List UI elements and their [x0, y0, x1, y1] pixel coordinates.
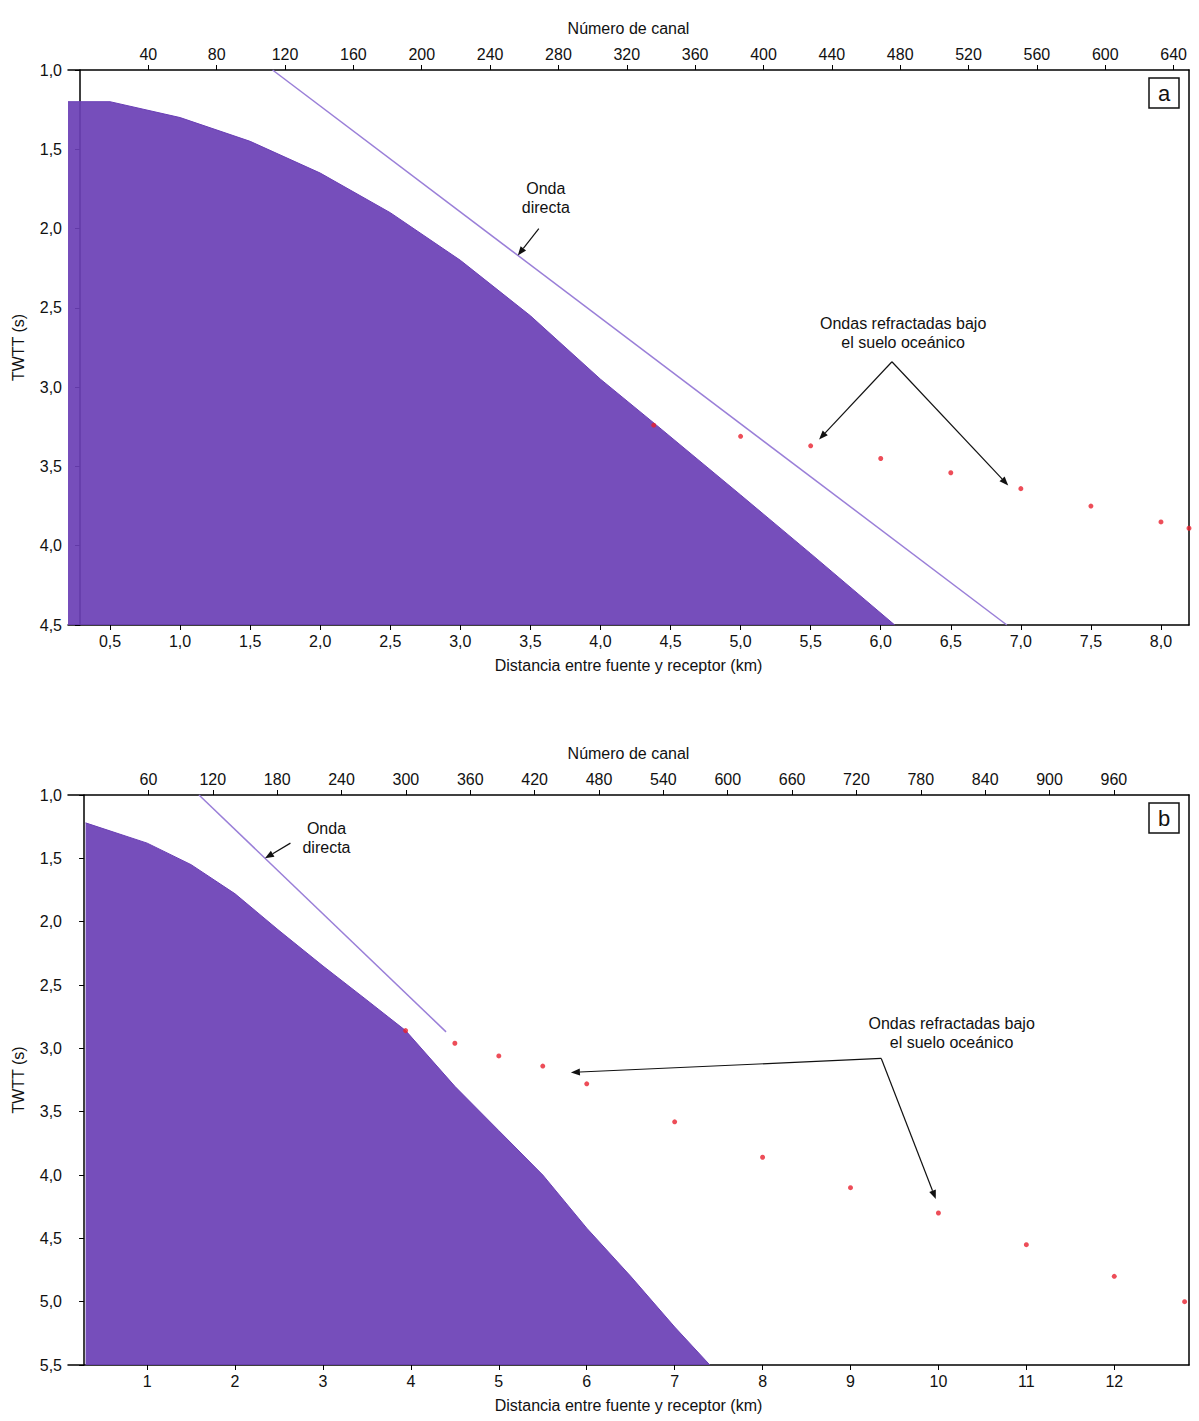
svg-text:4,0: 4,0 — [40, 1167, 62, 1184]
svg-text:540: 540 — [650, 771, 677, 788]
svg-text:5,5: 5,5 — [800, 633, 822, 650]
svg-text:4,5: 4,5 — [40, 617, 62, 634]
svg-text:Onda: Onda — [526, 180, 565, 197]
svg-text:7,5: 7,5 — [1080, 633, 1102, 650]
svg-text:1,5: 1,5 — [40, 141, 62, 158]
svg-text:480: 480 — [586, 771, 613, 788]
svg-text:9: 9 — [846, 1373, 855, 1390]
svg-text:4: 4 — [406, 1373, 415, 1390]
svg-text:7,0: 7,0 — [1010, 633, 1032, 650]
svg-text:2,0: 2,0 — [40, 220, 62, 237]
svg-text:3,5: 3,5 — [519, 633, 541, 650]
svg-text:Número de canal: Número de canal — [568, 745, 690, 762]
svg-text:6: 6 — [582, 1373, 591, 1390]
svg-text:6,0: 6,0 — [870, 633, 892, 650]
svg-text:600: 600 — [1092, 46, 1119, 63]
svg-text:6,5: 6,5 — [940, 633, 962, 650]
svg-text:7: 7 — [670, 1373, 679, 1390]
svg-text:60: 60 — [140, 771, 158, 788]
svg-text:TWTT (s): TWTT (s) — [10, 1046, 27, 1113]
svg-text:Onda: Onda — [307, 820, 346, 837]
svg-text:5,0: 5,0 — [729, 633, 751, 650]
svg-text:2: 2 — [231, 1373, 240, 1390]
svg-text:3,0: 3,0 — [40, 379, 62, 396]
svg-text:Ondas refractadas bajo: Ondas refractadas bajo — [820, 315, 986, 332]
svg-text:3,5: 3,5 — [40, 458, 62, 475]
svg-text:5,5: 5,5 — [40, 1357, 62, 1374]
svg-text:3,5: 3,5 — [40, 1103, 62, 1120]
svg-text:Distancia entre fuente y recep: Distancia entre fuente y receptor (km) — [495, 657, 763, 674]
svg-text:780: 780 — [907, 771, 934, 788]
svg-text:4,5: 4,5 — [659, 633, 681, 650]
svg-text:520: 520 — [955, 46, 982, 63]
svg-text:8,0: 8,0 — [1150, 633, 1172, 650]
svg-text:12: 12 — [1105, 1373, 1123, 1390]
svg-text:5: 5 — [494, 1373, 503, 1390]
svg-text:640: 640 — [1160, 46, 1187, 63]
svg-text:180: 180 — [264, 771, 291, 788]
svg-text:600: 600 — [714, 771, 741, 788]
svg-text:directa: directa — [302, 839, 350, 856]
svg-text:280: 280 — [545, 46, 572, 63]
svg-text:160: 160 — [340, 46, 367, 63]
svg-text:900: 900 — [1036, 771, 1063, 788]
svg-text:240: 240 — [477, 46, 504, 63]
svg-text:a: a — [1158, 81, 1171, 106]
svg-text:720: 720 — [843, 771, 870, 788]
svg-text:360: 360 — [682, 46, 709, 63]
svg-text:3,0: 3,0 — [449, 633, 471, 650]
svg-text:directa: directa — [522, 199, 570, 216]
svg-text:1,0: 1,0 — [40, 787, 62, 804]
svg-text:el suelo oceánico: el suelo oceánico — [890, 1034, 1014, 1051]
svg-text:40: 40 — [139, 46, 157, 63]
svg-text:440: 440 — [819, 46, 846, 63]
svg-text:960: 960 — [1101, 771, 1128, 788]
svg-text:4,5: 4,5 — [40, 1230, 62, 1247]
svg-text:560: 560 — [1024, 46, 1051, 63]
svg-text:0,5: 0,5 — [99, 633, 121, 650]
svg-text:11: 11 — [1018, 1373, 1035, 1390]
svg-text:400: 400 — [750, 46, 777, 63]
svg-text:840: 840 — [972, 771, 999, 788]
svg-text:300: 300 — [393, 771, 420, 788]
svg-text:3,0: 3,0 — [40, 1040, 62, 1057]
svg-text:1,0: 1,0 — [169, 633, 191, 650]
svg-text:8: 8 — [758, 1373, 767, 1390]
svg-text:4,0: 4,0 — [589, 633, 611, 650]
svg-text:2,0: 2,0 — [309, 633, 331, 650]
svg-text:10: 10 — [930, 1373, 948, 1390]
svg-text:660: 660 — [779, 771, 806, 788]
svg-text:480: 480 — [887, 46, 914, 63]
svg-text:el suelo oceánico: el suelo oceánico — [841, 334, 965, 351]
svg-text:120: 120 — [199, 771, 226, 788]
svg-text:2,5: 2,5 — [40, 299, 62, 316]
svg-text:80: 80 — [208, 46, 226, 63]
svg-text:b: b — [1158, 806, 1170, 831]
svg-text:320: 320 — [613, 46, 640, 63]
svg-text:2,5: 2,5 — [379, 633, 401, 650]
svg-text:1,0: 1,0 — [40, 62, 62, 79]
svg-text:4,0: 4,0 — [40, 537, 62, 554]
svg-text:2,5: 2,5 — [40, 977, 62, 994]
svg-text:Ondas refractadas bajo: Ondas refractadas bajo — [868, 1015, 1034, 1032]
svg-text:240: 240 — [328, 771, 355, 788]
svg-text:1: 1 — [143, 1373, 152, 1390]
svg-text:Número de canal: Número de canal — [568, 20, 690, 37]
svg-text:420: 420 — [521, 771, 548, 788]
svg-text:200: 200 — [408, 46, 435, 63]
svg-text:Distancia entre fuente y recep: Distancia entre fuente y receptor (km) — [495, 1397, 763, 1414]
svg-text:2,0: 2,0 — [40, 913, 62, 930]
svg-text:3: 3 — [319, 1373, 328, 1390]
svg-text:1,5: 1,5 — [239, 633, 261, 650]
svg-text:120: 120 — [272, 46, 299, 63]
svg-text:TWTT (s): TWTT (s) — [10, 314, 27, 381]
svg-text:360: 360 — [457, 771, 484, 788]
svg-text:5,0: 5,0 — [40, 1293, 62, 1310]
svg-text:1,5: 1,5 — [40, 850, 62, 867]
